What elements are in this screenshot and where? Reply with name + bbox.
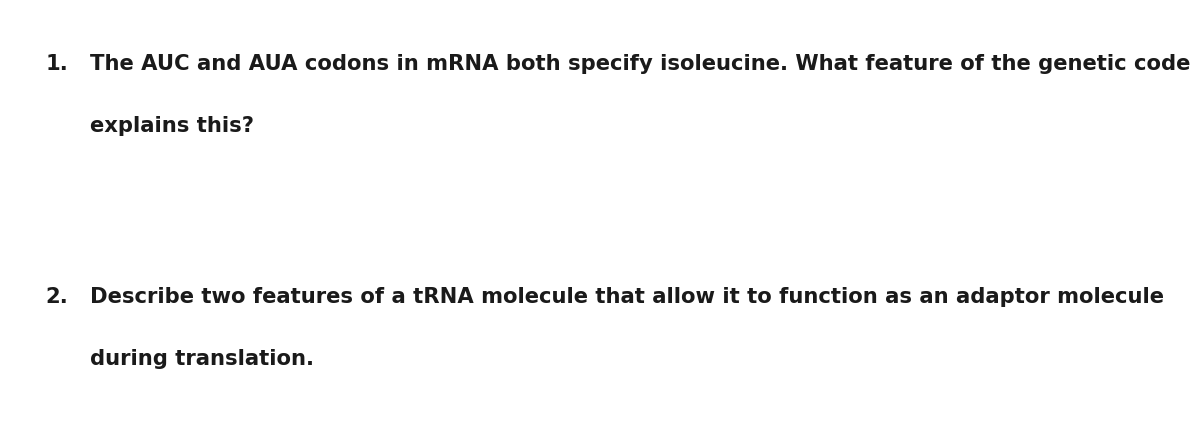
Text: 1.: 1.: [46, 54, 68, 74]
Text: 2.: 2.: [46, 287, 68, 307]
Text: The AUC and AUA codons in mRNA both specify isoleucine. What feature of the gene: The AUC and AUA codons in mRNA both spec…: [90, 54, 1190, 74]
Text: explains this?: explains this?: [90, 116, 254, 137]
Text: during translation.: during translation.: [90, 349, 314, 370]
Text: Describe two features of a tRNA molecule that allow it to function as an adaptor: Describe two features of a tRNA molecule…: [90, 287, 1164, 307]
